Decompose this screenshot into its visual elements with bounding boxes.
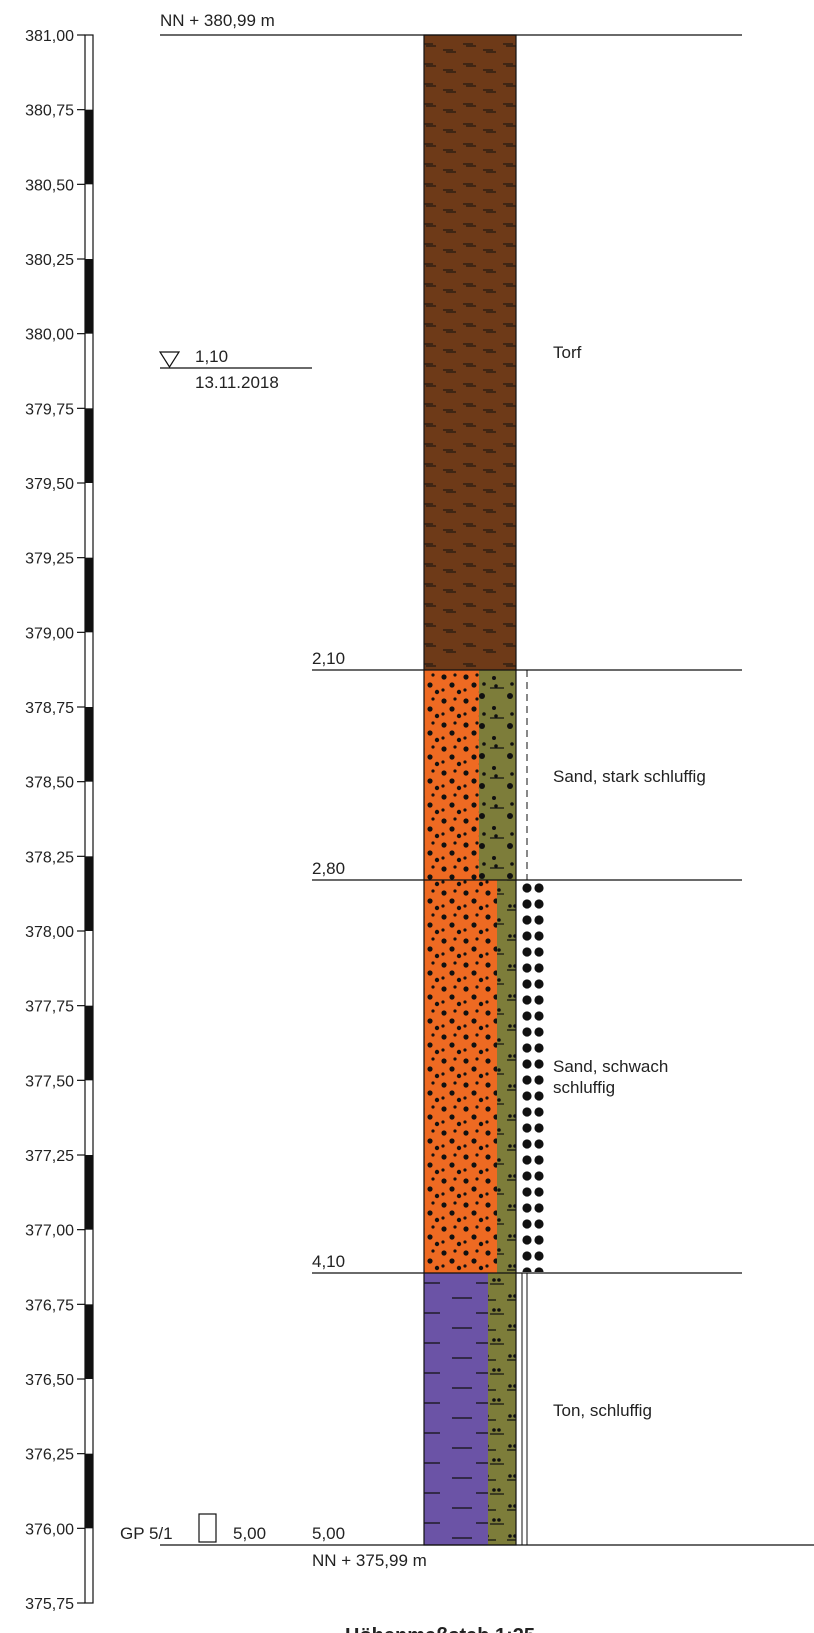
elevation-ticks: 381,00 380,75 380,50 380,25 380,00 379,75 379,… xyxy=(25,28,85,1613)
layer-ton-silt-hatch xyxy=(488,1273,516,1545)
ruler-block xyxy=(85,1454,93,1529)
groundwater-triangle-icon xyxy=(160,352,179,367)
scale-tick-label: 378,50 xyxy=(25,775,74,792)
ruler-block xyxy=(85,558,93,633)
depth-label-4: 5,00 xyxy=(312,1524,345,1543)
ruler-block xyxy=(85,408,93,483)
layer-torf-hatch xyxy=(424,35,516,670)
scale-tick-label: 377,75 xyxy=(25,999,74,1016)
scale-tick-label: 380,75 xyxy=(25,103,74,120)
top-elevation-label: NN + 380,99 m xyxy=(160,11,275,30)
sample-marker: GP 5/1 5,00 xyxy=(120,1514,266,1543)
scale-tick-label: 376,75 xyxy=(25,1297,74,1314)
layer-sand-schwach-main-hatch xyxy=(424,880,497,1273)
depth-label-3: 4,10 xyxy=(312,1252,345,1271)
scale-tick-label: 376,50 xyxy=(25,1372,74,1389)
groundwater-date: 13.11.2018 xyxy=(195,373,279,392)
scale-tick-label: 379,50 xyxy=(25,476,74,493)
scale-tick-label: 377,50 xyxy=(25,1073,74,1090)
scale-tick-label: 377,00 xyxy=(25,1223,74,1240)
bottom-elevation-label: NN + 375,99 m xyxy=(312,1551,427,1570)
layer-ton-main-hatch xyxy=(424,1273,488,1545)
ruler-block xyxy=(85,110,93,185)
ruler-block xyxy=(85,707,93,782)
scale-tick-label: 376,00 xyxy=(25,1521,74,1538)
ruler-block xyxy=(85,856,93,931)
depth-label-1: 2,10 xyxy=(312,649,345,668)
ruler-block xyxy=(85,1304,93,1379)
scale-tick-label: 379,25 xyxy=(25,551,74,568)
elevation-scale: 381,00 380,75 380,50 380,25 380,00 379,75 379,… xyxy=(25,28,93,1613)
gravel-indicator xyxy=(519,882,545,1272)
layer-name-torf: Torf xyxy=(553,343,582,362)
scale-tick-label: 379,75 xyxy=(25,401,74,418)
scale-tick-label: 378,75 xyxy=(25,700,74,717)
scale-tick-label: 380,00 xyxy=(25,327,74,344)
depth-label-2: 2,80 xyxy=(312,859,345,878)
scale-tick-label: 375,75 xyxy=(25,1596,74,1613)
scale-tick-label: 380,25 xyxy=(25,252,74,269)
side-indicators xyxy=(519,670,545,1545)
borehole-column xyxy=(424,35,516,1545)
layer-name-sand-schwach: Sand, schwach schluffig xyxy=(553,1057,673,1097)
sample-name: GP 5/1 xyxy=(120,1524,173,1543)
scale-tick-label: 377,25 xyxy=(25,1148,74,1165)
sample-depth: 5,00 xyxy=(233,1524,266,1543)
ruler-block xyxy=(85,1155,93,1230)
ruler-block xyxy=(85,1006,93,1081)
ruler-block xyxy=(85,259,93,334)
layer-name-sand-stark: Sand, stark schluffig xyxy=(553,767,706,786)
scale-tick-label: 381,00 xyxy=(25,28,74,45)
layer-sand-schwach-silt-hatch xyxy=(497,880,516,1273)
groundwater-depth: 1,10 xyxy=(195,347,228,366)
layer-sand-stark-main-hatch xyxy=(424,670,479,880)
scale-tick-label: 376,25 xyxy=(25,1447,74,1464)
scale-tick-label: 378,00 xyxy=(25,924,74,941)
scale-tick-label: 380,50 xyxy=(25,177,74,194)
scale-title: Höhenmaßstab 1:25 xyxy=(345,1625,535,1633)
layer-sand-stark-silt-hatch xyxy=(479,670,516,880)
scale-tick-label: 379,00 xyxy=(25,625,74,642)
scale-tick-label: 378,25 xyxy=(25,849,74,866)
groundwater-marker: 1,10 13.11.2018 xyxy=(160,347,312,392)
sample-box-icon xyxy=(199,1514,216,1542)
layer-name-ton: Ton, schluffig xyxy=(553,1401,652,1420)
